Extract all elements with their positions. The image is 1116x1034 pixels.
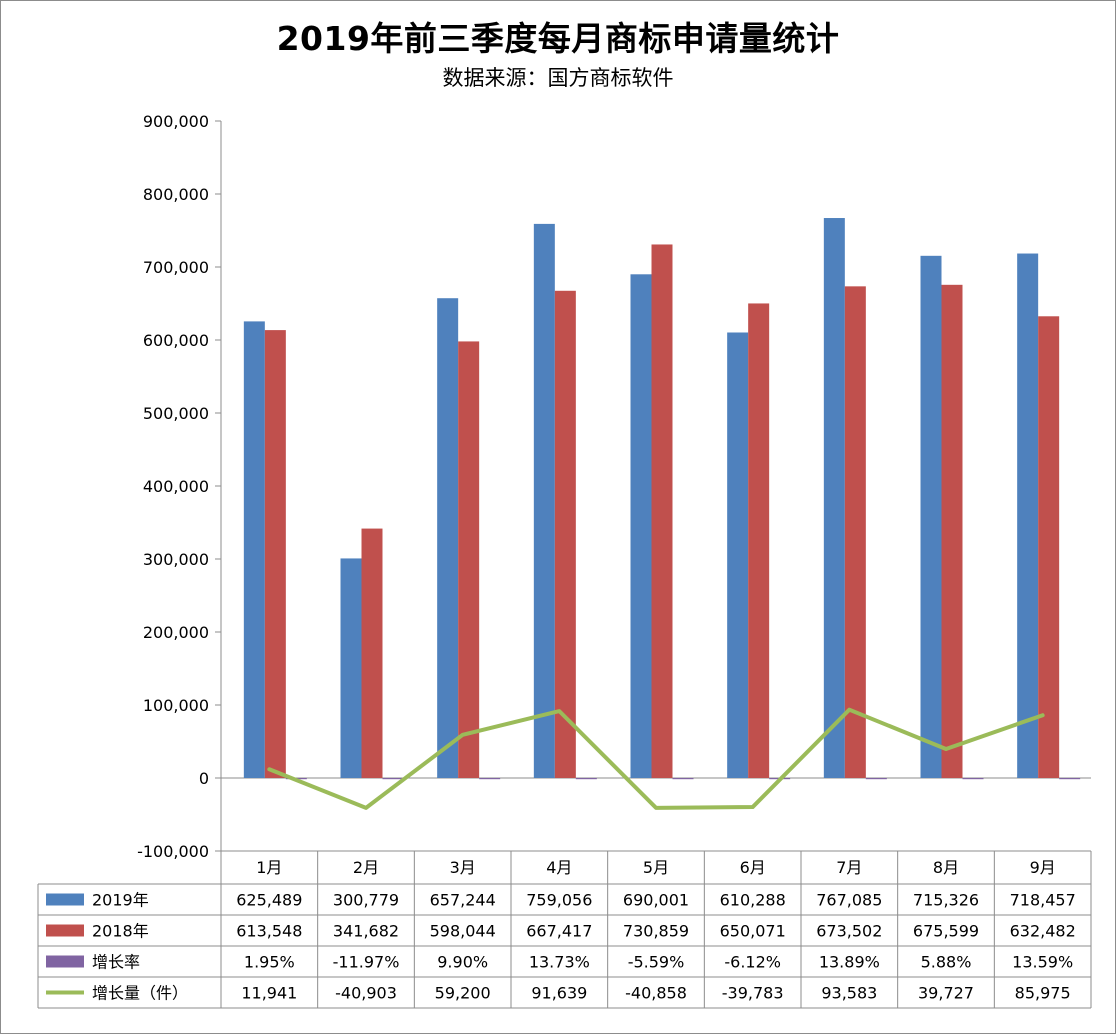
table-value: 341,682 <box>333 922 399 941</box>
table-value: 91,639 <box>531 984 587 1003</box>
y-tick-label: 100,000 <box>143 696 209 715</box>
table-value: 767,085 <box>816 891 882 910</box>
table-value: 730,859 <box>623 922 689 941</box>
bar-3 <box>962 777 984 780</box>
table-value: 85,975 <box>1015 984 1071 1003</box>
table-value: 1.95% <box>244 953 295 972</box>
y-tick-label: 600,000 <box>143 331 209 350</box>
table-value: 632,482 <box>1010 922 1076 941</box>
table-value: -5.59% <box>628 953 685 972</box>
table-value: 613,548 <box>236 922 302 941</box>
bar-2 <box>1038 316 1060 778</box>
table-value: 715,326 <box>913 891 979 910</box>
y-tick-label: 800,000 <box>143 185 209 204</box>
chart-title: 2019年前三季度每月商标申请量统计 <box>276 19 840 58</box>
table-value: 675,599 <box>913 922 979 941</box>
table-value: 11,941 <box>241 984 297 1003</box>
category-label: 7月 <box>836 858 862 877</box>
bar-1 <box>630 274 652 778</box>
category-label: 9月 <box>1030 858 1056 877</box>
data-table: 1月 2月 3月 4月 5月 6月 7月 8月 9月 2019年 625,489 300,779 657… <box>37 850 1092 1009</box>
y-tick-label: 200,000 <box>143 623 209 642</box>
table-value: 667,417 <box>526 922 592 941</box>
bar-1 <box>437 298 459 778</box>
bar-2 <box>554 290 576 778</box>
y-axis: 900,000 800,000 700,000 600,000 500,000 400,0… <box>137 112 1091 861</box>
category-label: 8月 <box>933 858 959 877</box>
table-value: 718,457 <box>1010 891 1076 910</box>
table-value: 625,489 <box>236 891 302 910</box>
bar-1 <box>533 223 555 779</box>
bar-1 <box>340 558 362 778</box>
category-label: 5月 <box>643 858 669 877</box>
bar-2 <box>748 303 770 778</box>
table-value: -40,903 <box>335 984 397 1003</box>
table-value: 598,044 <box>430 922 496 941</box>
bar-2 <box>651 244 673 779</box>
bar-3 <box>672 778 694 780</box>
bar-2 <box>458 341 480 778</box>
legend-key-swatch <box>46 924 84 937</box>
table-value: 59,200 <box>435 984 491 1003</box>
bar-1 <box>920 255 942 779</box>
table-value: 13.73% <box>529 953 590 972</box>
table-value: -6.12% <box>724 953 781 972</box>
y-tick-label: 300,000 <box>143 550 209 569</box>
bar-3 <box>479 777 501 780</box>
chart-subtitle: 数据来源：国方商标软件 <box>442 66 674 90</box>
category-label: 3月 <box>450 858 476 877</box>
table-value: 13.89% <box>819 953 880 972</box>
table-value: 5.88% <box>921 953 972 972</box>
category-label: 4月 <box>546 858 572 877</box>
table-value: -39,783 <box>722 984 784 1003</box>
legend-series-name: 2019年 <box>92 891 149 910</box>
y-tick-label: 700,000 <box>143 258 209 277</box>
table-value: 690,001 <box>623 891 689 910</box>
y-tick-label: 500,000 <box>143 404 209 423</box>
table-value: -11.97% <box>333 953 400 972</box>
y-tick-label: -100,000 <box>137 842 209 861</box>
table-value: 39,727 <box>918 984 974 1003</box>
legend-series-name: 2018年 <box>92 922 149 941</box>
table-value: 650,071 <box>720 922 786 941</box>
legend-series-name: 增长量（件） <box>92 984 188 1003</box>
table-value: 610,288 <box>720 891 786 910</box>
bar-1 <box>727 332 749 778</box>
table-value: 93,583 <box>821 984 877 1003</box>
table-value: 13.59% <box>1012 953 1073 972</box>
table-value: -40,858 <box>625 984 687 1003</box>
bar-2 <box>361 528 383 778</box>
legend-key-swatch <box>46 893 84 906</box>
category-label: 1月 <box>256 858 282 877</box>
bar-1 <box>823 218 845 778</box>
category-label: 2月 <box>353 858 379 877</box>
bar-1 <box>1017 253 1039 779</box>
bar-3 <box>382 778 404 780</box>
table-value: 300,779 <box>333 891 399 910</box>
growth-line <box>267 707 1045 810</box>
table-value: 673,502 <box>816 922 882 941</box>
table-value: 9.90% <box>437 953 488 972</box>
bar-2 <box>264 330 286 778</box>
bars <box>243 218 1081 780</box>
bar-2 <box>844 286 866 778</box>
bar-3 <box>1059 777 1081 780</box>
bar-3 <box>865 777 887 780</box>
y-tick-label: 0 <box>199 769 209 788</box>
table-value: 657,244 <box>430 891 496 910</box>
legend-series-name: 增长率 <box>92 953 140 972</box>
bar-1 <box>243 321 265 778</box>
y-tick-label: 400,000 <box>143 477 209 496</box>
table-value: 759,056 <box>526 891 592 910</box>
y-tick-label: 900,000 <box>143 112 209 131</box>
bar-2 <box>941 284 963 778</box>
bar-3 <box>575 777 597 780</box>
legend-key-swatch <box>46 955 84 968</box>
category-label: 6月 <box>740 858 766 877</box>
